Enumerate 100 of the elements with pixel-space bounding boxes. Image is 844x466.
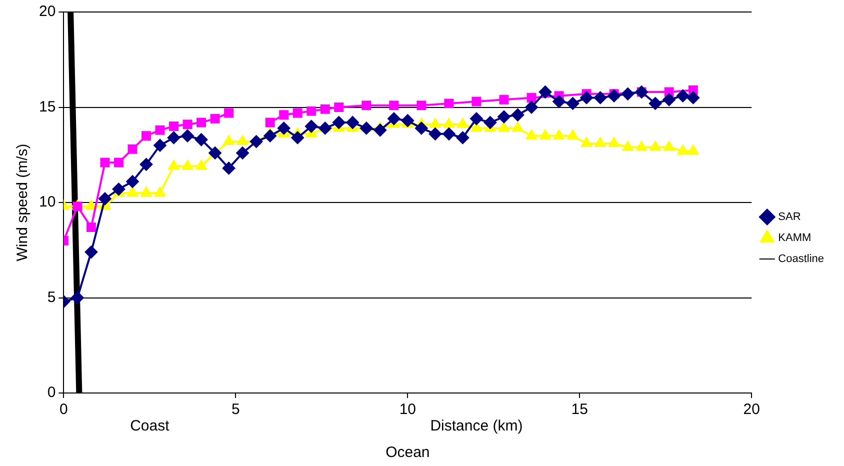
point bbox=[662, 93, 676, 106]
point bbox=[444, 98, 454, 108]
point bbox=[279, 110, 289, 120]
point bbox=[224, 108, 234, 118]
point bbox=[650, 140, 662, 151]
point bbox=[594, 136, 606, 147]
point bbox=[677, 144, 689, 155]
point bbox=[538, 86, 552, 99]
point bbox=[622, 140, 634, 151]
point bbox=[676, 89, 690, 102]
point bbox=[580, 136, 592, 147]
point bbox=[416, 100, 426, 110]
point bbox=[526, 92, 536, 102]
point bbox=[387, 112, 400, 126]
point bbox=[155, 125, 165, 135]
point bbox=[526, 129, 538, 140]
point bbox=[686, 91, 700, 104]
y-tick-label: 15 bbox=[38, 98, 56, 116]
point bbox=[265, 118, 275, 128]
y-tick-label: 10 bbox=[38, 194, 56, 211]
point bbox=[70, 291, 84, 304]
point bbox=[414, 122, 428, 135]
point bbox=[304, 120, 318, 133]
y-tick-label: 20 bbox=[38, 3, 56, 20]
point bbox=[443, 118, 455, 128]
x-axis-title: Ocean bbox=[386, 444, 430, 462]
x-tick-label: 15 bbox=[571, 401, 588, 418]
point bbox=[362, 100, 372, 110]
point bbox=[141, 131, 151, 141]
point bbox=[140, 186, 152, 196]
point bbox=[208, 146, 222, 160]
point bbox=[306, 106, 316, 116]
point bbox=[318, 122, 332, 135]
point bbox=[182, 120, 192, 130]
point bbox=[442, 127, 456, 140]
point bbox=[389, 100, 399, 110]
point bbox=[86, 200, 97, 210]
point bbox=[182, 160, 194, 170]
x-tick-label: 5 bbox=[232, 401, 240, 418]
point bbox=[499, 94, 509, 104]
point bbox=[401, 114, 414, 128]
point bbox=[524, 100, 538, 114]
point bbox=[196, 160, 207, 170]
point bbox=[428, 127, 442, 140]
legend-label: Coastline bbox=[778, 253, 824, 266]
point bbox=[98, 192, 112, 206]
point bbox=[429, 118, 441, 128]
point bbox=[291, 131, 304, 144]
point bbox=[566, 96, 580, 110]
point bbox=[457, 118, 468, 128]
point bbox=[196, 118, 206, 128]
point bbox=[663, 140, 675, 151]
x-tick-label: 0 bbox=[60, 401, 68, 418]
x-tick-label: 10 bbox=[399, 401, 416, 418]
point bbox=[169, 122, 178, 132]
point bbox=[470, 112, 483, 126]
text: Distance (km) bbox=[430, 418, 523, 435]
point bbox=[497, 110, 510, 124]
point bbox=[512, 122, 524, 132]
point bbox=[608, 136, 620, 147]
point bbox=[320, 104, 330, 114]
point bbox=[580, 91, 594, 104]
point bbox=[86, 222, 96, 232]
point bbox=[648, 96, 662, 110]
point bbox=[511, 108, 524, 122]
point bbox=[636, 140, 648, 151]
point bbox=[128, 144, 138, 154]
point bbox=[456, 131, 470, 144]
text: Coast bbox=[130, 418, 170, 435]
point bbox=[540, 129, 551, 140]
legend-label: KAMM bbox=[778, 232, 812, 244]
point bbox=[484, 116, 497, 129]
point bbox=[84, 246, 98, 259]
point bbox=[264, 129, 277, 142]
y-tick-label: 0 bbox=[47, 384, 56, 402]
point bbox=[594, 91, 607, 104]
point bbox=[552, 95, 566, 108]
point bbox=[346, 116, 360, 129]
point bbox=[277, 122, 290, 135]
point bbox=[498, 122, 510, 132]
point bbox=[154, 186, 166, 196]
point bbox=[126, 186, 138, 196]
point bbox=[140, 158, 153, 171]
point bbox=[687, 144, 699, 155]
point bbox=[334, 102, 344, 112]
point bbox=[292, 108, 302, 118]
y-tick-label: 5 bbox=[47, 288, 56, 306]
point bbox=[222, 162, 236, 175]
point bbox=[72, 202, 82, 212]
point bbox=[360, 122, 373, 135]
point bbox=[112, 182, 126, 196]
x-tick-label: 20 bbox=[743, 401, 760, 418]
point bbox=[210, 114, 220, 124]
point bbox=[167, 131, 180, 144]
point bbox=[621, 87, 634, 100]
point bbox=[236, 146, 250, 160]
point bbox=[567, 129, 578, 140]
point bbox=[472, 96, 482, 106]
point bbox=[154, 138, 166, 152]
legend-label: SAR bbox=[778, 211, 801, 224]
